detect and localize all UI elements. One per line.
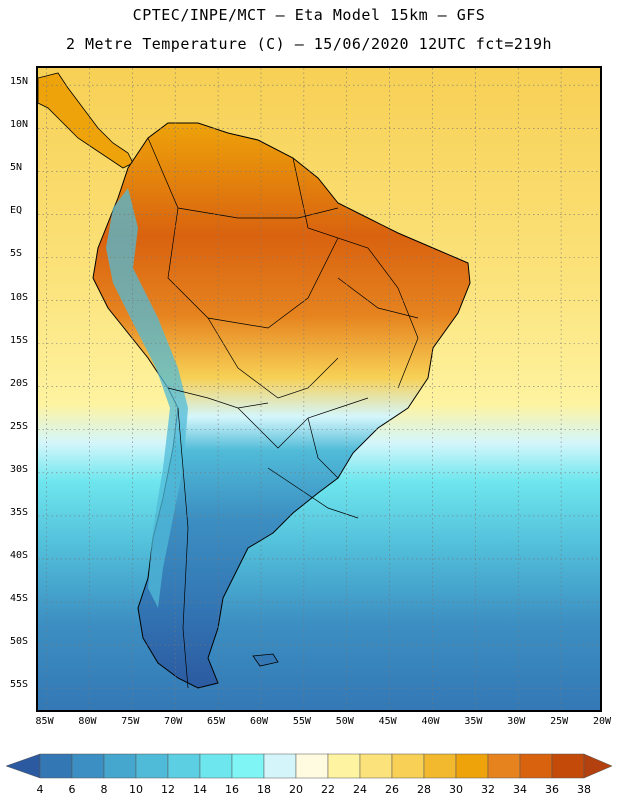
colorbar-segment <box>231 753 265 779</box>
colorbar-segment <box>199 753 233 779</box>
colorbar-segment <box>391 753 425 779</box>
lon-tick-label: 40W <box>421 716 440 727</box>
colorbar-segment <box>39 753 73 779</box>
lat-tick-label: EQ <box>10 205 23 217</box>
colorbar-label: 18 <box>257 783 271 796</box>
colorbar-label: 32 <box>481 783 495 796</box>
colorbar-label: 26 <box>385 783 399 796</box>
lat-tick-label: 10S <box>10 291 29 303</box>
andes-strip <box>106 188 188 608</box>
falkland-islands <box>252 653 279 667</box>
lat-tick-label: 30S <box>10 463 29 475</box>
colorbar-segment <box>135 753 169 779</box>
lon-tick-label: 60W <box>249 716 268 727</box>
colorbar-label: 36 <box>545 783 559 796</box>
lon-tick-label: 45W <box>378 716 397 727</box>
colorbar-label: 20 <box>289 783 303 796</box>
colorbar-low-arrow <box>5 753 41 779</box>
lon-tick-label: 85W <box>35 716 54 727</box>
colorbar-segment <box>263 753 297 779</box>
lat-tick-label: 15N <box>10 76 29 88</box>
lat-tick-label: 45S <box>10 593 29 605</box>
colorbar-segment <box>359 753 393 779</box>
colorbar-segment <box>551 753 585 779</box>
temperature-map <box>36 66 602 712</box>
colorbar-segment <box>423 753 457 779</box>
colorbar-label: 10 <box>129 783 143 796</box>
lon-tick-label: 35W <box>464 716 483 727</box>
colorbar-segment <box>103 753 137 779</box>
lat-tick-label: 20S <box>10 377 29 389</box>
title-line-1: CPTEC/INPE/MCT – Eta Model 15km – GFS <box>132 6 486 24</box>
lon-tick-label: 30W <box>507 716 526 727</box>
colorbar-high-arrow <box>583 753 613 779</box>
colorbar-label: 24 <box>353 783 367 796</box>
temperature-colorbar <box>5 753 613 779</box>
lon-tick-label: 80W <box>78 716 97 727</box>
colorbar-segment <box>295 753 329 779</box>
title-line-2: 2 Metre Temperature (C) – 15/06/2020 12U… <box>65 35 553 53</box>
colorbar-label: 30 <box>449 783 463 796</box>
lon-tick-label: 20W <box>592 716 612 727</box>
lon-tick-label: 50W <box>335 716 354 727</box>
lon-tick-label: 75W <box>121 716 140 727</box>
lon-tick-label: 25W <box>550 716 569 727</box>
colorbar-label: 12 <box>161 783 175 796</box>
lon-tick-label: 55W <box>292 716 311 727</box>
map-canvas <box>38 68 600 710</box>
colorbar-segment <box>71 753 105 779</box>
lon-tick-label: 65W <box>207 716 226 727</box>
colorbar-label: 28 <box>417 783 431 796</box>
colorbar-segment <box>519 753 553 779</box>
colorbar-label: 22 <box>321 783 335 796</box>
country-borders <box>147 137 419 689</box>
colorbar-segment <box>167 753 201 779</box>
colorbar-label: 8 <box>100 783 108 796</box>
lat-tick-label: 40S <box>10 549 29 561</box>
colorbar-label: 38 <box>577 783 591 796</box>
lat-tick-label: 15S <box>10 334 29 346</box>
lat-tick-label: 25S <box>10 420 29 432</box>
colorbar-label: 16 <box>225 783 239 796</box>
colorbar-label: 6 <box>68 783 76 796</box>
colorbar-segment <box>487 753 521 779</box>
lat-tick-label: 5N <box>10 162 23 174</box>
lon-tick-label: 70W <box>164 716 183 727</box>
lat-tick-label: 35S <box>10 506 29 518</box>
lat-tick-label: 50S <box>10 636 29 648</box>
colorbar-segment <box>327 753 361 779</box>
lat-tick-label: 10N <box>10 119 29 131</box>
central-america <box>38 72 134 169</box>
colorbar-label: 34 <box>513 783 527 796</box>
colorbar-label: 4 <box>36 783 44 796</box>
colorbar-label: 14 <box>193 783 207 796</box>
lat-tick-label: 5S <box>10 248 23 260</box>
lat-tick-label: 55S <box>10 679 29 691</box>
colorbar-segment <box>455 753 489 779</box>
